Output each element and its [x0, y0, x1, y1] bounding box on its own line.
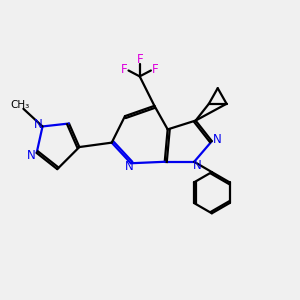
Text: F: F	[121, 63, 127, 76]
Text: F: F	[136, 53, 143, 66]
Text: N: N	[125, 160, 134, 173]
Text: CH₃: CH₃	[11, 100, 30, 110]
Text: F: F	[152, 63, 159, 76]
Text: N: N	[27, 149, 36, 162]
Text: N: N	[213, 133, 221, 146]
Text: N: N	[193, 159, 202, 172]
Text: N: N	[34, 118, 43, 130]
